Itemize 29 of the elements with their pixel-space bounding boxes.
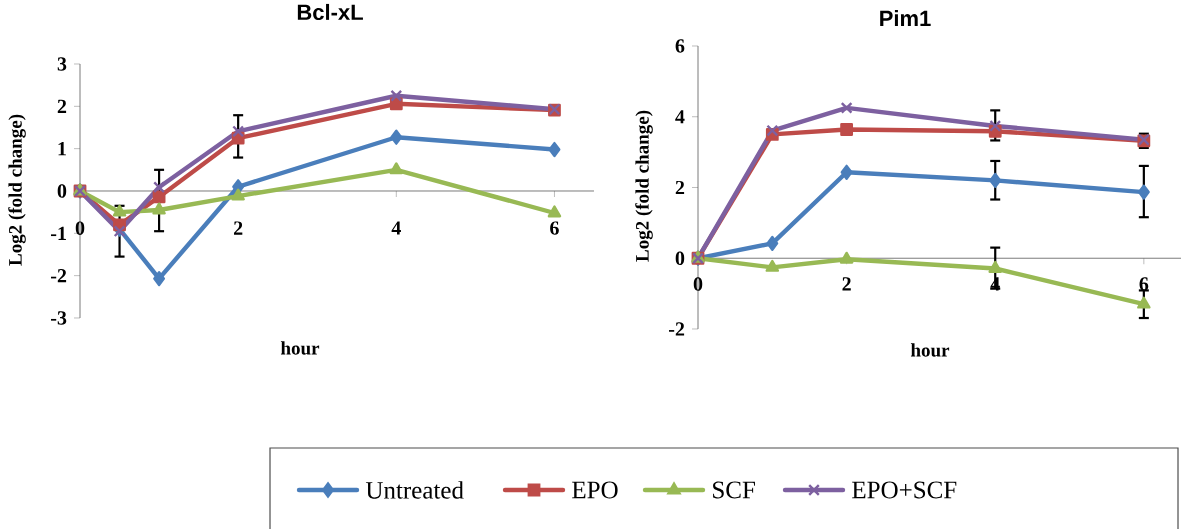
x-tick-label: 6 [550, 221, 559, 235]
x-axis-title: hour [910, 343, 950, 357]
legend-label: EPO+SCF [852, 481, 957, 499]
y-tick-label: 3 [57, 57, 67, 71]
y-tick-label: 1 [58, 142, 66, 156]
y-tick-label: 6 [675, 39, 685, 53]
x-tick-label: 4 [391, 221, 401, 235]
y-tick-label: 2 [675, 180, 685, 195]
y-tick-label: -2 [669, 322, 685, 336]
x-tick-label: 2 [234, 221, 243, 235]
chart-title: Pim1 [880, 10, 931, 26]
y-tick-label: -2 [51, 269, 67, 283]
y-tick-label: 4 [675, 110, 685, 124]
chart-title: Bcl-xL [297, 3, 363, 21]
legend-label: EPO [572, 481, 618, 499]
x-tick-label: 0 [693, 277, 703, 291]
x-tick-label: 2 [842, 277, 851, 291]
x-axis-title: hour [280, 341, 320, 355]
x-tick-label: 6 [1139, 277, 1149, 291]
y-axis-title: Log2 (fold change) [8, 114, 26, 266]
y-tick-label: -1 [51, 226, 66, 240]
y-axis-title: Log2 (fold change) [635, 110, 653, 262]
y-tick-label: -3 [51, 311, 67, 325]
legend-label: Untreated [365, 481, 464, 499]
x-tick-label: 0 [75, 221, 85, 235]
legend-label: SCF [713, 481, 755, 499]
y-tick-label: 0 [57, 184, 67, 198]
y-tick-label: 0 [675, 251, 685, 265]
y-tick-label: 2 [57, 99, 67, 113]
